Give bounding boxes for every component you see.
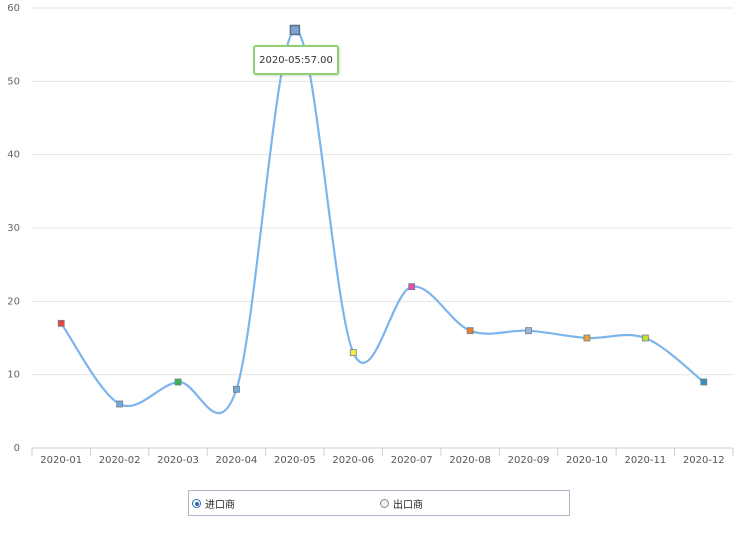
data-point-marker: [408, 283, 416, 291]
x-tick-label: 2020-02: [99, 455, 141, 466]
x-tick-label: 2020-10: [566, 455, 608, 466]
y-tick-label: 50: [7, 76, 20, 87]
data-point-marker: [583, 334, 591, 342]
y-tick-label: 20: [7, 296, 20, 307]
x-tick-label: 2020-01: [40, 455, 82, 466]
x-tick-label: 2020-05: [274, 455, 316, 466]
x-tick-label: 2020-03: [157, 455, 199, 466]
data-point-marker: [466, 327, 474, 335]
importer-radio-option[interactable]: 进口商: [192, 496, 235, 511]
data-point-marker: [57, 319, 65, 327]
data-point-marker: [349, 349, 357, 357]
data-point-marker: [525, 327, 532, 335]
y-tick-label: 30: [7, 223, 20, 234]
y-tick-label: 40: [7, 150, 20, 161]
data-point-marker: [700, 378, 708, 386]
exporter-label: 出口商: [393, 500, 423, 511]
data-point-marker: [289, 24, 301, 36]
data-point-marker: [641, 334, 649, 342]
legend-selector: 进口商 出口商: [188, 490, 570, 516]
x-tick-label: 2020-09: [508, 455, 550, 466]
importer-radio[interactable]: [192, 499, 201, 508]
x-tick-label: 2020-07: [391, 455, 433, 466]
series-line: [60, 28, 705, 415]
y-tick-label: 10: [7, 370, 20, 381]
x-tick-label: 2020-06: [332, 455, 374, 466]
data-point-marker: [174, 378, 182, 386]
x-tick-label: 2020-08: [449, 455, 491, 466]
data-point-marker: [233, 385, 240, 393]
x-tick-label: 2020-11: [624, 455, 666, 466]
x-tick-label: 2020-04: [216, 455, 258, 466]
tooltip: 2020-05:57.00: [253, 45, 339, 75]
y-tick-label: 0: [14, 443, 20, 454]
data-point-marker: [116, 400, 124, 408]
exporter-radio-option[interactable]: 出口商: [380, 496, 423, 511]
x-tick-label: 2020-12: [683, 455, 725, 466]
exporter-radio[interactable]: [380, 499, 389, 508]
y-tick-label: 60: [7, 3, 20, 14]
importer-label: 进口商: [205, 500, 235, 511]
